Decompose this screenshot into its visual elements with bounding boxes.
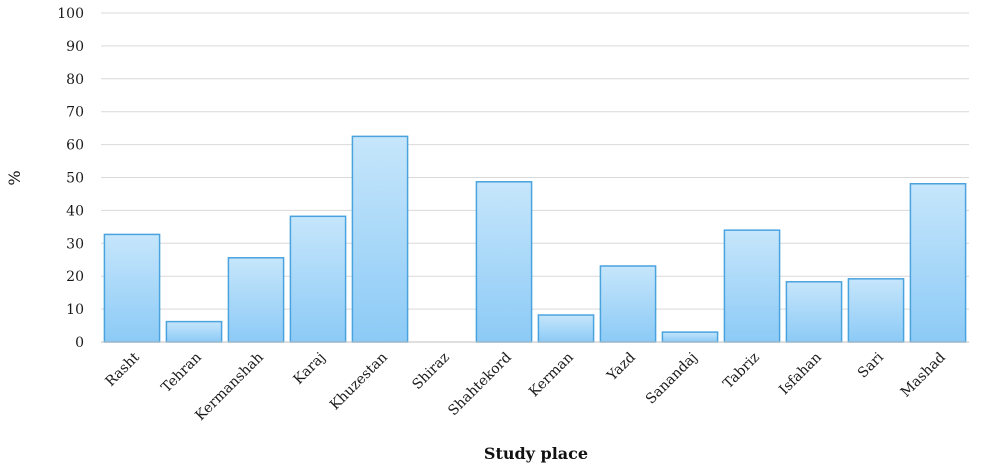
bar-mashad [909, 183, 967, 343]
x-axis-label: Study place [484, 444, 588, 463]
y-tick-label: 60 [66, 138, 84, 154]
y-axis-label: % [5, 170, 24, 185]
y-tick-label: 70 [66, 105, 84, 121]
y-tick-label: 40 [66, 203, 84, 219]
bar-rasht [103, 233, 161, 343]
y-tick-label: 50 [66, 171, 84, 187]
y-tick-label: 0 [75, 335, 84, 351]
y-tick-label: 80 [66, 72, 84, 88]
bar-kermanshah [227, 257, 285, 343]
y-axis-ticks: 0 10 20 30 40 50 60 70 80 90 100 [57, 6, 84, 351]
bars [103, 135, 967, 343]
bar-karaj [289, 215, 347, 343]
x-tick-label: Kerman [526, 350, 577, 401]
x-tick-label: Shahtekord [445, 349, 515, 419]
bar-yazd [599, 265, 657, 343]
x-tick-label: Mashad [898, 349, 949, 400]
bar-khuzestan [351, 135, 409, 343]
x-tick-label: Sanandaj [643, 350, 701, 408]
y-tick-label: 20 [66, 269, 84, 285]
x-tick-label: Tehran [158, 350, 204, 396]
y-tick-label: 10 [66, 302, 84, 318]
bar-sari [847, 278, 905, 343]
y-tick-label: 30 [66, 236, 84, 252]
bar-sanandaj [661, 331, 719, 343]
x-tick-label: Shiraz [409, 350, 452, 393]
x-tick-label: Khuzestan [327, 350, 391, 414]
x-tick-label: Tabriz [720, 350, 763, 393]
bar-kerman [537, 314, 595, 343]
bar-tehran [165, 320, 223, 343]
y-tick-label: 90 [66, 39, 84, 55]
x-tick-label: Sari [855, 349, 887, 381]
bar-shahtekord [475, 181, 533, 343]
x-tick-label: Karaj [291, 350, 329, 388]
x-tick-label: Isfahan [776, 350, 825, 399]
bar-isfahan [785, 281, 843, 343]
y-tick-label: 100 [57, 6, 84, 22]
x-tick-label: Rasht [102, 349, 143, 390]
bar-tabriz [723, 229, 781, 343]
x-tick-label: Yazd [604, 349, 639, 384]
